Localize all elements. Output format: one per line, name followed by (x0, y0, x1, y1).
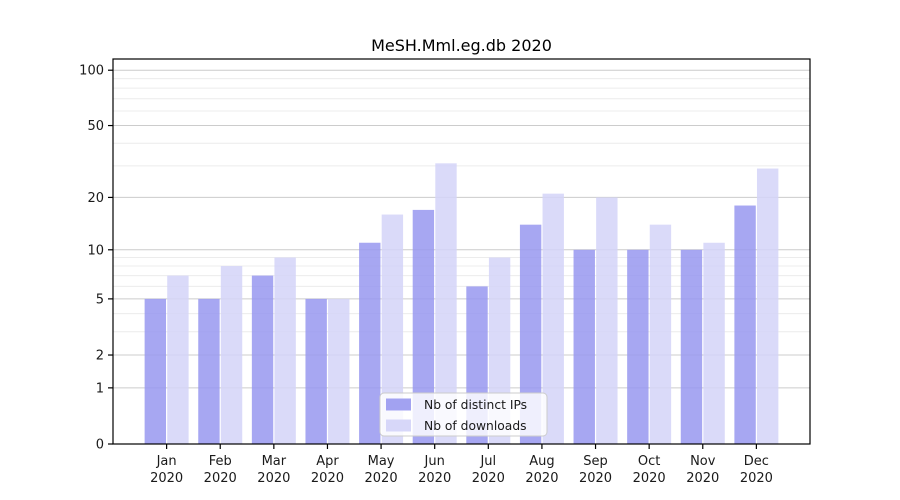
y-axis-tick-label: 1 (96, 381, 104, 396)
bar-downloads (220, 266, 243, 444)
x-axis-tick-label: Sep 2020 (579, 454, 612, 486)
x-axis-tick-label: Apr 2020 (311, 454, 344, 486)
bar-downloads (703, 242, 725, 444)
bar-downloads (167, 275, 189, 444)
y-axis-tick-label: 100 (79, 64, 104, 79)
x-label-year: 2020 (579, 471, 612, 486)
x-label-month: Oct (638, 454, 660, 469)
legend-label: Nb of distinct IPs (424, 398, 527, 412)
legend-box (379, 392, 548, 437)
y-axis-tick-label: 0 (96, 438, 104, 453)
x-label-month: Dec (744, 454, 769, 469)
bar-downloads (435, 163, 457, 444)
x-axis-tick-label: Jul 2020 (472, 454, 505, 486)
bar-distinct-ips (680, 249, 703, 444)
bar-downloads (596, 197, 618, 444)
bar-downloads (756, 168, 779, 444)
x-label-year: 2020 (740, 471, 773, 486)
bar-distinct-ips (573, 249, 595, 444)
bar-distinct-ips (734, 205, 756, 444)
x-axis-tick-label: Feb 2020 (204, 454, 237, 486)
x-label-month: Jul (479, 454, 496, 469)
x-label-month: Jun (424, 454, 445, 469)
bar-downloads (274, 257, 296, 444)
x-label-year: 2020 (204, 471, 237, 486)
x-axis-tick-label: Nov 2020 (686, 454, 719, 486)
bar-distinct-ips (359, 242, 381, 444)
x-label-year: 2020 (150, 471, 183, 486)
x-axis-tick-label: Dec 2020 (740, 454, 773, 486)
x-label-month: Apr (316, 454, 339, 469)
y-axis-tick-label: 50 (87, 119, 104, 134)
bar-downloads (328, 298, 350, 444)
x-label-month: Mar (262, 454, 287, 469)
x-label-year: 2020 (472, 471, 505, 486)
x-label-month: Aug (529, 454, 554, 469)
x-axis-tick-label: Jan 2020 (150, 454, 183, 486)
bar-distinct-ips (144, 298, 167, 444)
x-label-year: 2020 (365, 471, 398, 486)
legend-swatch (386, 419, 411, 432)
chart-title: MeSH.Mml.eg.db 2020 (371, 36, 552, 55)
bar-distinct-ips (305, 298, 327, 444)
x-label-month: Feb (209, 454, 232, 469)
x-axis-tick-label: Mar 2020 (257, 454, 290, 486)
x-label-month: Nov (690, 454, 716, 469)
bar-downloads (542, 193, 564, 444)
x-axis-tick-label: May 2020 (365, 454, 398, 486)
plot-border (112, 58, 811, 445)
bar-downloads (381, 214, 404, 444)
bar-downloads (649, 224, 672, 444)
x-label-year: 2020 (311, 471, 344, 486)
bar-distinct-ips (627, 249, 649, 444)
x-label-month: Jan (156, 454, 177, 469)
y-axis-tick-label: 2 (96, 349, 104, 364)
x-label-year: 2020 (525, 471, 558, 486)
x-axis-tick-label: Oct 2020 (633, 454, 666, 486)
bar-distinct-ips (519, 224, 542, 444)
bar-distinct-ips (412, 209, 435, 444)
x-label-year: 2020 (633, 471, 666, 486)
x-label-month: Sep (583, 454, 608, 469)
legend-swatch (386, 398, 411, 411)
x-axis-tick-label: Jun 2020 (418, 454, 451, 486)
x-label-year: 2020 (686, 471, 719, 486)
y-axis-tick-label: 20 (87, 191, 104, 206)
y-axis-tick-label: 10 (87, 243, 104, 258)
x-label-year: 2020 (418, 471, 451, 486)
x-label-month: May (368, 454, 395, 469)
legend-label: Nb of downloads (424, 419, 527, 433)
bar-distinct-ips (198, 298, 220, 444)
bar-distinct-ips (251, 275, 274, 444)
legend: Nb of distinct IPs Nb of downloads (379, 392, 548, 437)
x-axis-tick-label: Aug 2020 (525, 454, 558, 486)
x-label-year: 2020 (257, 471, 290, 486)
y-axis-tick-label: 5 (96, 292, 104, 307)
